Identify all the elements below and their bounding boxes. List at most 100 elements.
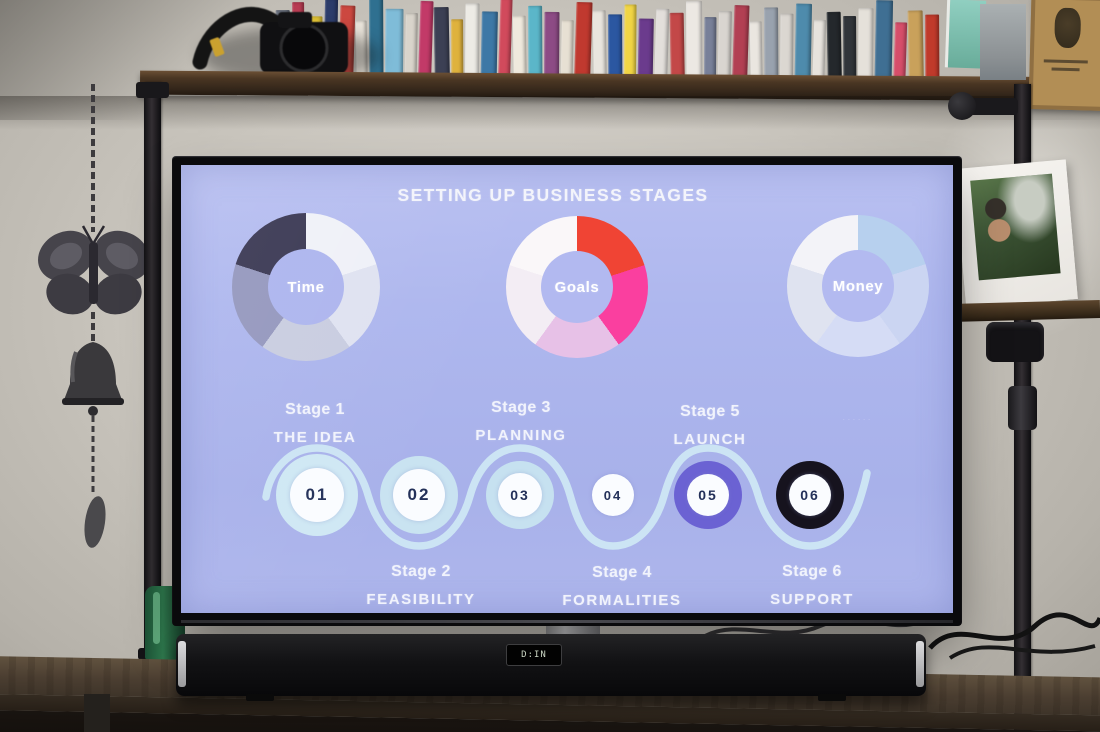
stage-label-top-2: Stage 5 bbox=[680, 403, 740, 421]
stage-label-top-1: Stage 3 bbox=[491, 399, 551, 417]
dvd-spine bbox=[637, 18, 654, 83]
pendant bbox=[84, 496, 106, 548]
timeline-step-04: 04 bbox=[568, 450, 658, 540]
dvd-spine bbox=[764, 7, 779, 84]
timeline-step-01: 01 bbox=[272, 450, 362, 540]
soundbar-endcap-right bbox=[916, 641, 924, 687]
stage-label-bottom-0: Stage 2 bbox=[391, 563, 451, 581]
step-number: 01 bbox=[306, 485, 329, 505]
soundbar: D:IN bbox=[176, 634, 926, 701]
television: SETTING UP BUSINESS STAGES Time Goals Mone… bbox=[172, 156, 962, 626]
dvd-spine bbox=[779, 13, 794, 84]
dvd-spine bbox=[732, 5, 750, 84]
dvd-spine bbox=[497, 0, 513, 82]
stage-label-bottom-2: Stage 6 bbox=[782, 563, 842, 581]
timeline-step-05: 05 bbox=[663, 450, 753, 540]
stage-label-bottom-1: Stage 4 bbox=[592, 564, 652, 582]
table-leg bbox=[84, 694, 110, 732]
shelf-pole-left bbox=[144, 82, 161, 660]
dvd-spine bbox=[794, 3, 813, 84]
bottle-highlight bbox=[153, 592, 160, 644]
camera bbox=[192, 6, 348, 74]
wall-shadow-top-left bbox=[0, 0, 260, 120]
step-number: 03 bbox=[510, 487, 530, 503]
dvd-spine bbox=[433, 7, 450, 82]
step-number: 05 bbox=[698, 487, 718, 503]
step-circle: 05 bbox=[687, 474, 729, 516]
bell-icon bbox=[62, 342, 124, 416]
slide-title: SETTING UP BUSINESS STAGES bbox=[398, 185, 709, 206]
timeline-step-06: 06 bbox=[765, 450, 855, 540]
pipe-tee-fitting bbox=[986, 322, 1044, 362]
donut-hole: Goals bbox=[541, 251, 613, 323]
dvd-spine bbox=[464, 3, 480, 82]
step-number: 02 bbox=[408, 485, 431, 505]
dvd-spine bbox=[717, 11, 732, 84]
soundbar-endcap-left bbox=[178, 641, 186, 687]
tv-screen: SETTING UP BUSINESS STAGES Time Goals Mone… bbox=[181, 165, 953, 613]
soundbar-display-text: D:IN bbox=[521, 650, 547, 660]
pipe-coupling bbox=[1008, 386, 1037, 430]
sign-text-line bbox=[1051, 67, 1080, 72]
soundbar-foot bbox=[246, 694, 274, 701]
watermark-text: · · · · · · bbox=[843, 417, 871, 423]
soundbar-foot bbox=[818, 694, 846, 701]
step-number: 04 bbox=[604, 488, 622, 503]
step-circle: 02 bbox=[393, 469, 445, 521]
tan-framed-sign bbox=[1028, 0, 1100, 112]
sign-text-line bbox=[1043, 59, 1088, 64]
timeline-wave-line bbox=[262, 444, 871, 550]
stage-name-top-1: PLANNING bbox=[475, 427, 566, 444]
stage-name-bottom-2: SUPPORT bbox=[770, 591, 854, 608]
dvd-spine bbox=[826, 11, 842, 85]
dvd-spine bbox=[369, 0, 384, 81]
screen-reflection bbox=[181, 165, 953, 613]
dvd-spine bbox=[528, 5, 543, 82]
dvd-spine bbox=[608, 14, 623, 83]
step-circle: 01 bbox=[290, 468, 344, 522]
shelf-shadow bbox=[0, 96, 1100, 130]
dvd-spine bbox=[874, 0, 894, 85]
donut-chart-goals: Goals bbox=[506, 216, 648, 358]
gray-panel bbox=[980, 4, 1026, 80]
dvd-spine bbox=[543, 11, 560, 82]
bezel-glint bbox=[181, 620, 953, 623]
photo-print bbox=[970, 173, 1061, 281]
dvd-spine bbox=[669, 12, 685, 83]
dvd-spine bbox=[925, 14, 940, 85]
pipe-flange bbox=[948, 92, 976, 120]
dvd-spine bbox=[480, 11, 498, 82]
donut-hole: Money bbox=[822, 250, 894, 322]
soundbar-display: D:IN bbox=[506, 644, 562, 666]
pole-bracket bbox=[136, 82, 169, 98]
stage-name-top-0: THE IDEA bbox=[274, 429, 357, 446]
stage-name-bottom-0: FEASIBILITY bbox=[366, 591, 475, 608]
stage-name-top-2: LAUNCH bbox=[674, 431, 747, 448]
butterfly-icon bbox=[38, 225, 150, 315]
stage-label-top-0: Stage 1 bbox=[285, 401, 345, 419]
step-circle: 06 bbox=[789, 474, 831, 516]
dvd-spine bbox=[623, 4, 637, 83]
donut-label: Time bbox=[287, 279, 324, 296]
dvd-spine bbox=[857, 8, 874, 85]
butterfly-bell-ornament bbox=[38, 84, 150, 548]
step-number: 06 bbox=[800, 487, 820, 503]
dvd-spine bbox=[404, 12, 418, 82]
timeline-step-03: 03 bbox=[475, 450, 565, 540]
dvd-spine bbox=[512, 15, 527, 82]
donut-hole: Time bbox=[268, 249, 344, 325]
dvd-spine bbox=[654, 8, 670, 83]
dvd-spine bbox=[686, 0, 703, 83]
donut-label: Goals bbox=[555, 279, 600, 296]
dvd-spine bbox=[843, 15, 857, 85]
dvd-spine bbox=[592, 10, 607, 83]
dvd-spine bbox=[418, 0, 434, 82]
dvd-spine bbox=[907, 10, 924, 85]
step-circle: 04 bbox=[592, 474, 634, 516]
step-circle: 03 bbox=[498, 473, 542, 517]
donut-chart-money: Money bbox=[787, 215, 929, 357]
donut-label: Money bbox=[833, 278, 884, 295]
sign-emblem bbox=[1054, 7, 1082, 49]
dvd-spine bbox=[574, 1, 593, 83]
